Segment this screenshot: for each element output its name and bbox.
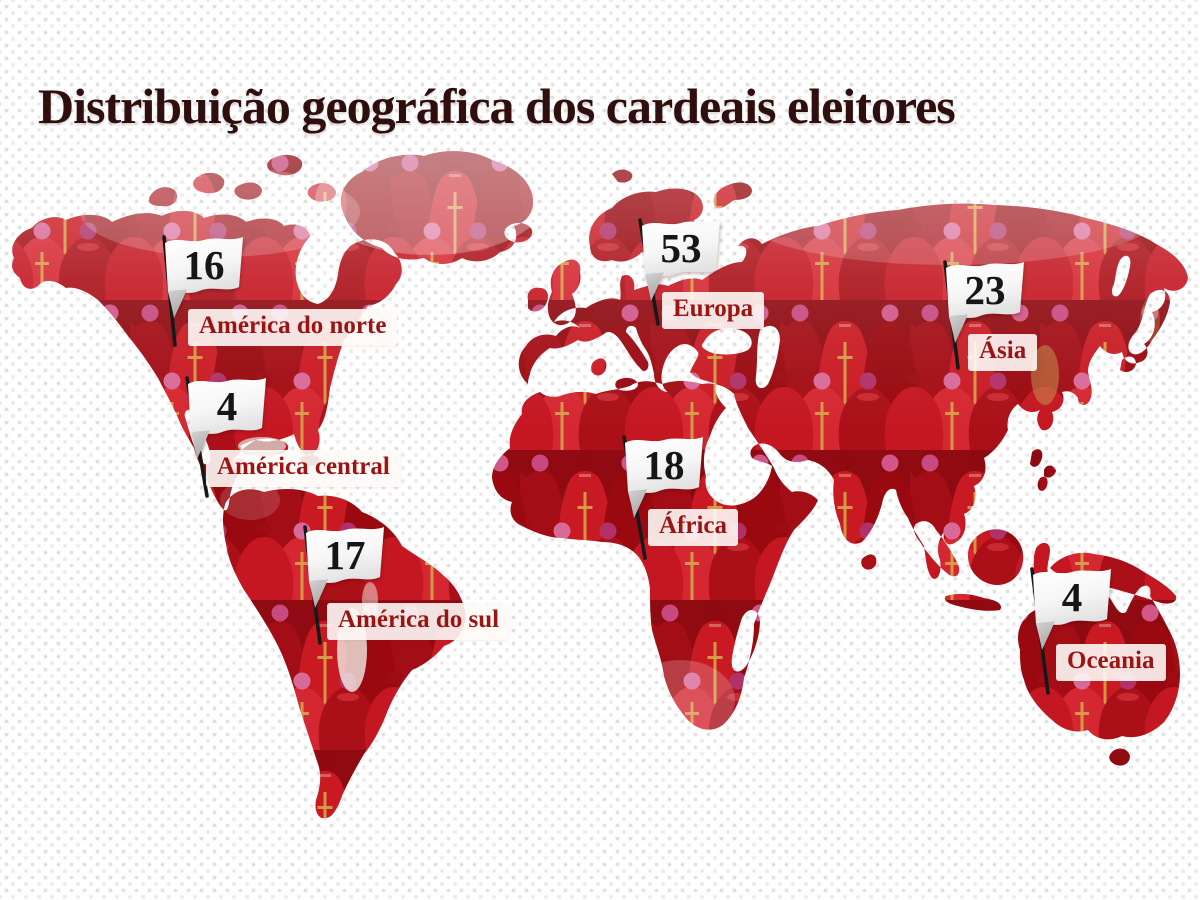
count-oceania: 4 bbox=[1062, 574, 1083, 620]
region-label-asia: Ásia bbox=[968, 334, 1038, 371]
count-central-america: 4 bbox=[217, 383, 238, 429]
count-europe: 53 bbox=[661, 225, 702, 271]
region-label-africa: África bbox=[648, 509, 739, 546]
count-south-america: 17 bbox=[325, 532, 366, 578]
flag-north-america: 16 bbox=[162, 235, 243, 347]
region-label-europe: Europa bbox=[662, 292, 765, 329]
flag-europe: 53 bbox=[638, 218, 720, 326]
count-asia: 23 bbox=[965, 267, 1006, 313]
flag-central-america: 4 bbox=[185, 376, 266, 498]
flag-oceania: 4 bbox=[1030, 567, 1111, 695]
count-north-america: 16 bbox=[184, 242, 225, 288]
count-africa: 18 bbox=[644, 442, 685, 488]
region-label-central-america: América central bbox=[206, 450, 401, 487]
flag-africa: 18 bbox=[622, 435, 703, 560]
region-label-north-america: América do norte bbox=[188, 309, 398, 346]
flag-asia: 23 bbox=[943, 260, 1024, 370]
region-label-oceania: Oceania bbox=[1056, 644, 1166, 681]
flag-south-america: 17 bbox=[303, 525, 384, 645]
region-label-south-america: América do sul bbox=[327, 603, 511, 640]
page-title: Distribuição geográfica dos cardeais ele… bbox=[38, 77, 956, 134]
